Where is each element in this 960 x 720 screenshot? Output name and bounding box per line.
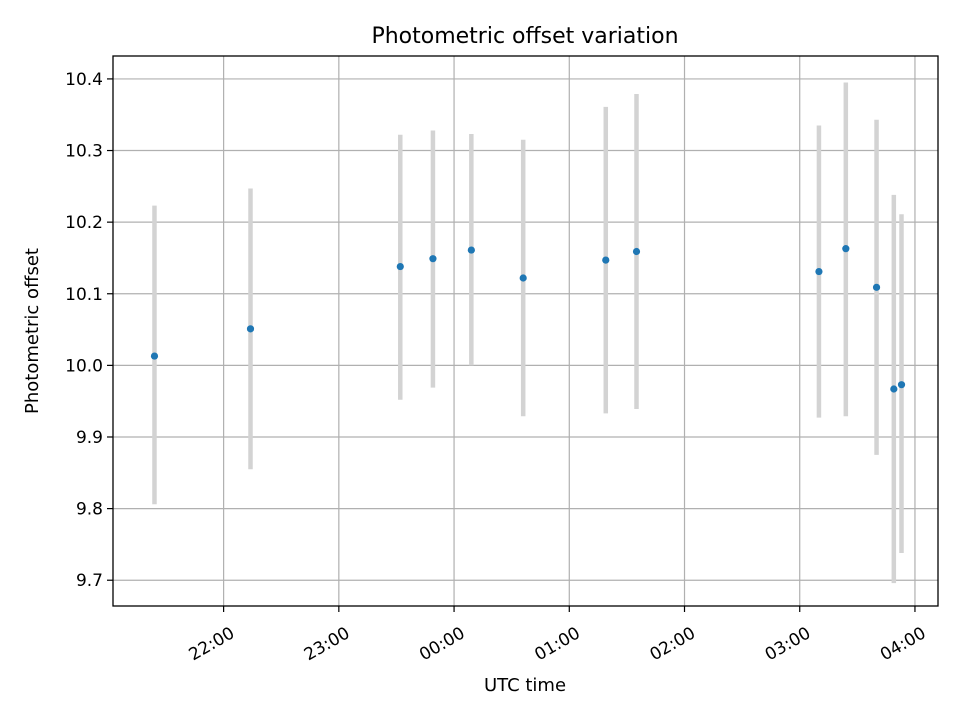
y-tick-label: 9.7: [76, 571, 103, 591]
y-axis-ticks: 9.7 9.8 9.9 10.0 10.1 10.2 10.3 10.4: [65, 70, 113, 591]
data-point: [519, 274, 527, 282]
data-point: [842, 245, 850, 253]
data-point: [150, 352, 159, 360]
data-point: [429, 255, 437, 263]
y-tick-label: 9.8: [76, 500, 103, 520]
y-axis-label: Photometric offset: [22, 248, 43, 414]
y-tick-label: 10.0: [65, 356, 103, 376]
data-point: [890, 385, 898, 393]
data-point: [897, 381, 906, 389]
plot-frame: [112, 55, 939, 607]
data-point: [246, 325, 255, 333]
data-point: [632, 247, 641, 256]
y-tick-label: 10.3: [65, 142, 103, 162]
x-gridlines: [223, 56, 916, 606]
data-point: [602, 256, 610, 264]
y-tick-label: 10.1: [65, 285, 103, 305]
data-point: [815, 267, 823, 276]
x-axis-label: UTC time: [484, 675, 566, 696]
y-tick-label: 10.2: [65, 213, 103, 233]
y-tick-label: 10.4: [65, 70, 103, 90]
data-point: [467, 246, 475, 254]
data-point: [872, 283, 881, 291]
chart-title: Photometric offset variation: [371, 24, 678, 49]
y-tick-label: 9.9: [76, 428, 103, 448]
data-point: [396, 262, 404, 271]
data-points: [150, 245, 906, 393]
